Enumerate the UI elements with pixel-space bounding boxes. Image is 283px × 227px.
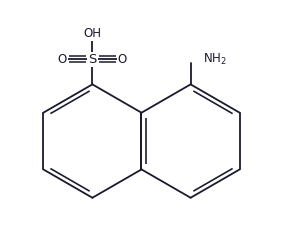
Text: O: O xyxy=(118,53,127,66)
Text: O: O xyxy=(58,53,67,66)
Text: NH$_2$: NH$_2$ xyxy=(203,52,227,67)
Text: S: S xyxy=(88,53,97,66)
Text: OH: OH xyxy=(83,27,101,40)
